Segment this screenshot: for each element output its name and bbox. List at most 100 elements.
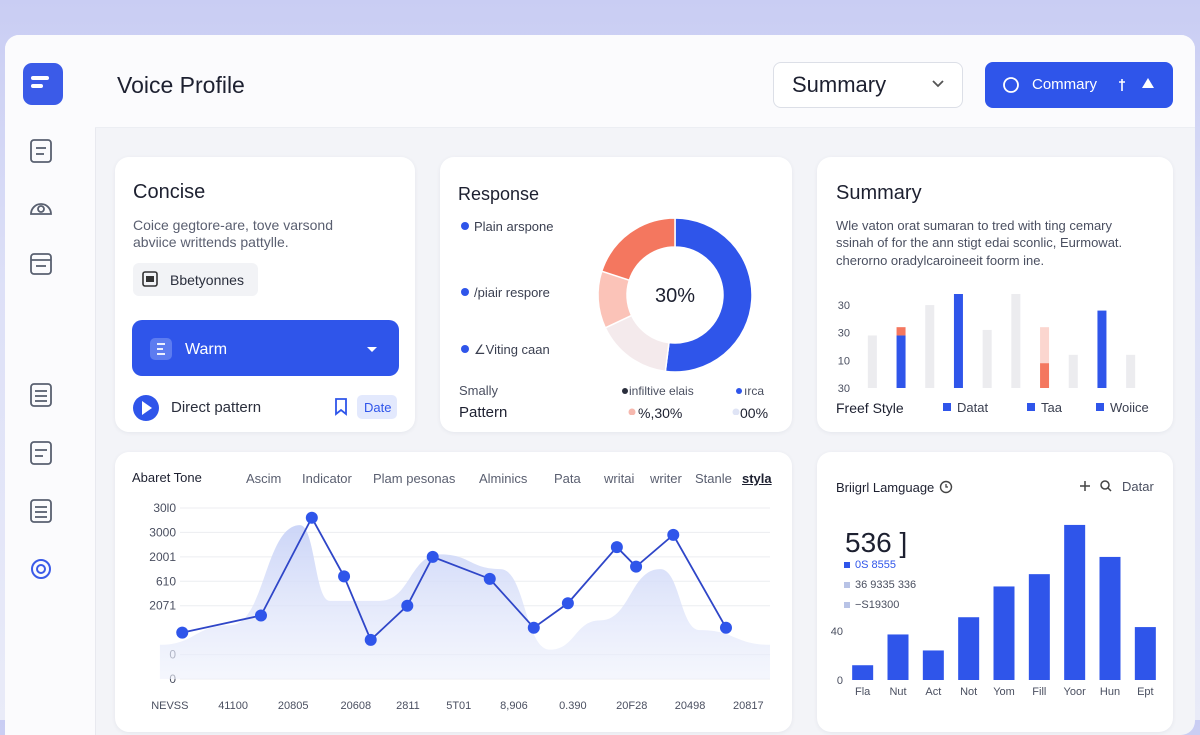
- bar-segment: [896, 335, 906, 388]
- bar-segment: [953, 294, 963, 388]
- legend-swatch: [1096, 403, 1104, 411]
- tab[interactable]: writai: [604, 471, 635, 486]
- point: [426, 550, 439, 563]
- y-tick-label: 30l0: [153, 501, 176, 515]
- tab[interactable]: Plam pesonas: [373, 471, 456, 486]
- donut-center-label: 30%: [655, 285, 695, 307]
- point: [630, 560, 643, 573]
- tab[interactable]: Alminics: [479, 471, 528, 486]
- button-icons: [1003, 77, 1154, 93]
- legend-label: Datat: [957, 400, 988, 415]
- chip-icon: [142, 271, 158, 287]
- x-tick-label: 20805: [278, 700, 309, 712]
- card-description: cherorno oradylcaroineeit foorm ine.: [836, 253, 1045, 268]
- x-tick-label: Fla: [855, 686, 871, 698]
- tab[interactable]: styla: [742, 471, 772, 486]
- row-label: Direct pattern: [171, 399, 262, 416]
- bar: [922, 650, 944, 680]
- bar-segment: [1040, 327, 1050, 364]
- legend-dot: [461, 288, 469, 296]
- card-description: abviice writtends pattylle.: [133, 234, 289, 250]
- charts: 30% Plain arspone/piair respore ∠Viting ca…: [149, 217, 1156, 712]
- bar-segment: [1068, 354, 1078, 388]
- bar-segment: [1097, 310, 1107, 388]
- bar: [1134, 627, 1156, 680]
- donut-segment: [600, 217, 676, 282]
- point: [305, 511, 318, 524]
- y-tick-label: 0: [837, 675, 843, 687]
- bar-segment: [925, 305, 935, 388]
- tag-label: Date: [364, 400, 392, 415]
- point: [610, 541, 623, 554]
- y-tick-label: 40: [831, 626, 843, 638]
- x-tick-label: 2811: [396, 700, 420, 712]
- legend-dot: [461, 345, 469, 353]
- point: [364, 633, 377, 646]
- x-tick-label: 8,906: [500, 700, 528, 712]
- big-number: 536 ]: [845, 527, 908, 558]
- tab[interactable]: Ascim: [246, 471, 282, 486]
- card-title: Briigrl Lamguage: [836, 480, 935, 495]
- x-tick-label: Ept: [1137, 686, 1154, 698]
- bar-segment: [1011, 294, 1021, 388]
- x-tick-label: Act: [925, 686, 941, 698]
- bar-segment: [896, 327, 906, 336]
- clock-icon: [939, 480, 953, 494]
- settings-icon[interactable]: [31, 559, 51, 579]
- summary-dropdown[interactable]: [773, 62, 963, 108]
- footer-label: ırca: [744, 384, 765, 398]
- legend-swatch: [943, 403, 951, 411]
- x-tick-label: Not: [960, 686, 977, 698]
- x-tick-label: 20817: [733, 700, 764, 712]
- footer-dots: [622, 388, 742, 415]
- x-tick-label: 20498: [675, 700, 706, 712]
- tone-select[interactable]: [132, 320, 399, 376]
- toolbar-action[interactable]: Datar: [1122, 479, 1154, 494]
- logo-mark: [31, 84, 43, 88]
- primary-button[interactable]: [985, 62, 1173, 108]
- nav-icons[interactable]: [30, 139, 52, 523]
- detail-line: −S19300: [855, 599, 900, 611]
- select-icons: [150, 338, 377, 360]
- tag[interactable]: [357, 395, 397, 419]
- y-tick-label: 3000: [149, 525, 176, 539]
- point: [483, 572, 496, 585]
- x-tick-label: Fill: [1032, 686, 1046, 698]
- point: [401, 599, 414, 612]
- footer-label: %,30%: [638, 405, 683, 421]
- footer-label: infiltive elais: [629, 384, 694, 398]
- point: [527, 621, 540, 634]
- toolbar-icons[interactable]: [1078, 478, 1118, 494]
- button-label: Commary: [1032, 76, 1098, 93]
- tab[interactable]: Pata: [554, 471, 581, 486]
- bar: [958, 617, 980, 680]
- legend-swatch: [1027, 403, 1035, 411]
- footer-label: Smally: [459, 383, 499, 398]
- y-tick-label: 30: [838, 328, 850, 340]
- point: [254, 609, 267, 622]
- point: [719, 621, 732, 634]
- play-icon[interactable]: [131, 393, 161, 423]
- page-title: Voice Profile: [117, 72, 245, 98]
- tab[interactable]: Indicator: [302, 471, 352, 486]
- chip-label: Bbetyonnes: [170, 272, 244, 288]
- bar-segment: [982, 329, 992, 388]
- x-tick-label: 20F28: [616, 700, 647, 712]
- point: [176, 626, 189, 639]
- tab[interactable]: writer: [650, 471, 682, 486]
- x-tick-label: NEVSS: [151, 700, 188, 712]
- tab[interactable]: Stanle: [695, 471, 732, 486]
- card-description: ssinah of for the ann stigt edai sconlic…: [836, 235, 1123, 250]
- x-tick-label: Yoor: [1064, 686, 1087, 698]
- card-title: Response: [458, 184, 540, 204]
- point: [561, 597, 574, 610]
- x-tick-label: 41100: [218, 700, 248, 712]
- dropdown-label: Summary: [792, 72, 887, 97]
- point: [667, 528, 680, 541]
- card-title: Summary: [836, 182, 922, 204]
- detail-markers: [844, 562, 850, 608]
- footer-label: Pattern: [459, 404, 508, 421]
- legend-label: Plain arspone: [474, 219, 554, 234]
- logo[interactable]: [23, 63, 63, 105]
